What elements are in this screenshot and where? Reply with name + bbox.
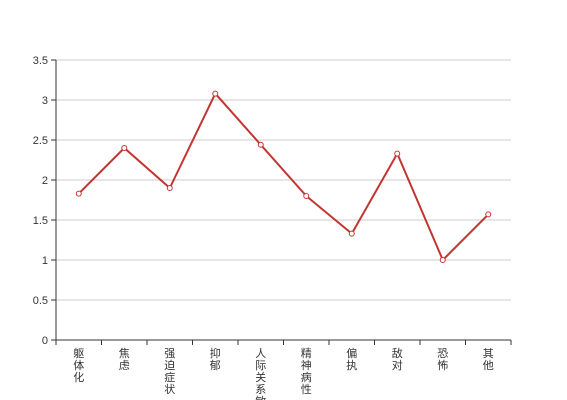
y-tick-label: 2.5 bbox=[33, 135, 48, 147]
data-point[interactable] bbox=[75, 190, 82, 197]
data-point[interactable] bbox=[212, 90, 219, 97]
x-tick-label: 焦虑 bbox=[119, 347, 130, 372]
data-point[interactable] bbox=[121, 145, 128, 151]
x-tick-label: 抑郁 bbox=[210, 346, 221, 372]
series-line bbox=[75, 90, 492, 263]
series-line-path bbox=[78, 92, 490, 261]
y-tick-label: 3 bbox=[42, 95, 48, 107]
x-tick-label: 敌对 bbox=[392, 346, 403, 372]
data-point[interactable] bbox=[348, 230, 355, 237]
x-tick-label: 其他 bbox=[483, 347, 494, 372]
data-point[interactable] bbox=[303, 193, 310, 199]
x-tick-label: 精神病性 bbox=[301, 347, 312, 396]
data-point[interactable] bbox=[394, 150, 401, 157]
y-tick-label: 0.5 bbox=[33, 295, 48, 307]
x-tick-label: 躯体化 bbox=[73, 347, 84, 384]
y-axis: 0 0.5 1 1.5 2 2.5 3 3.5 bbox=[33, 55, 57, 347]
y-tick-label: 0 bbox=[42, 335, 48, 347]
x-axis: 躯体化 焦虑 强迫症状 抑郁 人际关系敏感 精神病性 偏执 敌对 恐怖 其他 bbox=[55, 339, 512, 400]
y-tick-label: 3.5 bbox=[33, 55, 48, 67]
x-tick-label: 人际关系敏感 bbox=[255, 347, 266, 400]
data-point[interactable] bbox=[166, 185, 173, 191]
y-tick-label: 1 bbox=[42, 255, 48, 267]
x-tick-label: 偏执 bbox=[346, 346, 357, 372]
data-point[interactable] bbox=[439, 257, 446, 263]
grid-lines bbox=[56, 59, 511, 301]
data-point[interactable] bbox=[485, 211, 492, 218]
y-tick-label: 1.5 bbox=[33, 215, 48, 227]
data-point[interactable] bbox=[257, 141, 264, 148]
x-tick-label: 强迫症状 bbox=[164, 347, 175, 396]
x-tick-label: 恐怖 bbox=[437, 347, 448, 372]
y-tick-label: 2 bbox=[42, 175, 48, 187]
